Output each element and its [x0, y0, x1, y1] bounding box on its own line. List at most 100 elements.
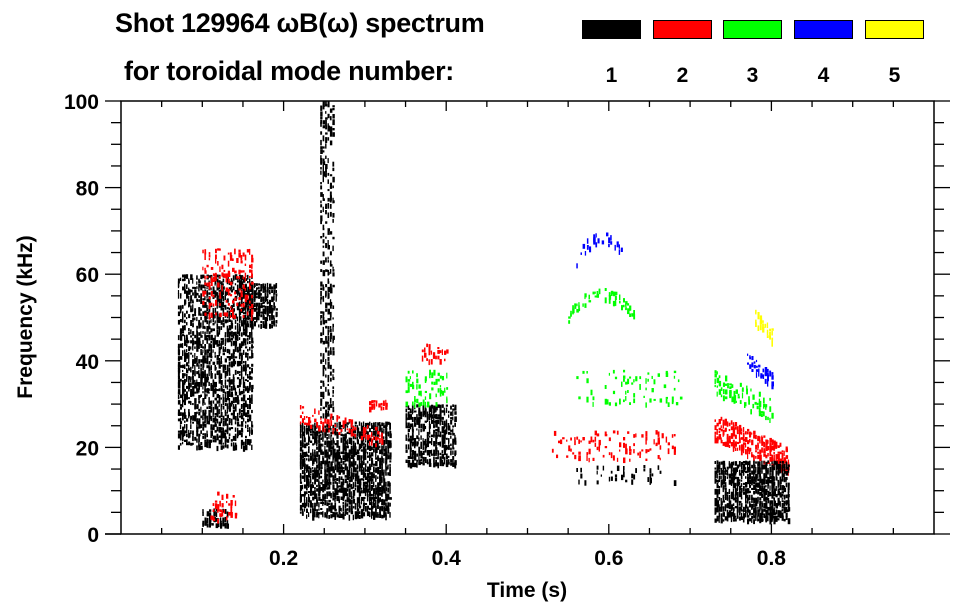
- spectral-mark: [327, 392, 330, 396]
- spectral-mark: [256, 289, 258, 292]
- spectral-mark: [418, 413, 421, 417]
- spectral-mark: [251, 296, 254, 301]
- spectral-mark: [247, 439, 250, 445]
- spectral-mark: [728, 504, 731, 510]
- spectral-mark: [725, 383, 728, 386]
- spectral-mark: [332, 245, 334, 252]
- spectral-mark: [299, 428, 302, 433]
- spectral-mark: [431, 372, 434, 378]
- spectral-mark: [249, 283, 252, 287]
- spectral-mark: [204, 373, 207, 380]
- spectral-mark: [360, 499, 362, 505]
- spectral-mark: [383, 469, 385, 474]
- spectral-mark: [385, 466, 388, 471]
- spectral-mark: [405, 417, 408, 421]
- spectral-mark: [258, 302, 260, 309]
- spectral-mark: [371, 446, 373, 451]
- spectral-mark: [273, 293, 275, 297]
- spectral-mark: [639, 451, 642, 455]
- spectral-mark: [437, 404, 440, 408]
- spectral-mark: [334, 494, 337, 500]
- spectral-mark: [210, 267, 214, 270]
- spectral-mark: [371, 442, 373, 446]
- spectral-mark: [777, 497, 780, 502]
- spectral-mark: [194, 292, 197, 299]
- spectral-mark: [414, 462, 417, 468]
- spectral-mark: [247, 376, 250, 379]
- spectral-mark: [210, 281, 213, 286]
- spectral-mark: [216, 433, 219, 439]
- spectral-mark: [238, 360, 242, 366]
- spectral-mark: [210, 278, 213, 282]
- spectral-mark: [238, 277, 241, 282]
- spectral-mark: [240, 303, 243, 307]
- spectral-mark: [771, 487, 774, 493]
- spectral-mark: [437, 414, 440, 417]
- spectral-mark: [614, 244, 616, 251]
- spectral-mark: [330, 440, 333, 446]
- spectral-mark: [196, 421, 199, 425]
- spectral-mark: [224, 346, 227, 352]
- spectral-mark: [212, 424, 215, 431]
- spectral-mark: [441, 426, 445, 430]
- spectral-mark: [742, 506, 745, 512]
- spectral-mark: [407, 428, 410, 432]
- spectral-mark: [580, 473, 583, 479]
- spectral-mark: [190, 299, 192, 304]
- spectral-mark: [432, 355, 436, 359]
- spectral-mark: [320, 417, 322, 420]
- spectral-mark: [188, 385, 191, 389]
- spectral-mark: [720, 518, 723, 524]
- spectral-mark: [765, 475, 768, 479]
- spectral-mark: [727, 383, 729, 389]
- spectral-mark: [753, 485, 756, 489]
- spectral-mark: [275, 295, 277, 301]
- spectral-mark: [192, 319, 194, 323]
- spectral-mark: [327, 326, 330, 330]
- spectral-mark: [226, 493, 229, 499]
- spectral-mark: [437, 434, 440, 437]
- spectral-mark: [204, 441, 207, 448]
- spectral-mark: [188, 355, 190, 359]
- spectral-mark: [651, 388, 654, 393]
- spectral-mark: [251, 429, 253, 434]
- spectral-mark: [439, 359, 442, 365]
- spectral-mark: [383, 488, 386, 494]
- spectral-mark: [354, 424, 357, 427]
- spectral-mark: [224, 364, 226, 371]
- spectral-mark: [757, 491, 759, 494]
- spectral-mark: [761, 482, 764, 486]
- spectral-mark: [411, 450, 414, 455]
- spectral-mark: [733, 399, 736, 404]
- spectral-mark: [726, 492, 729, 495]
- spectral-mark: [253, 298, 256, 302]
- spectral-mark: [220, 406, 222, 412]
- spectral-mark: [422, 428, 425, 432]
- spectral-mark: [383, 439, 386, 445]
- spectral-mark: [256, 302, 258, 307]
- spectral-mark: [258, 310, 261, 317]
- spectral-mark: [409, 441, 412, 447]
- spectral-mark: [418, 402, 421, 408]
- spectral-mark: [633, 398, 636, 404]
- spectral-mark: [742, 432, 745, 438]
- spectral-mark: [192, 415, 195, 421]
- spectral-mark: [236, 335, 239, 341]
- spectral-mark: [192, 307, 194, 312]
- spectral-mark: [344, 508, 347, 515]
- spectral-mark: [242, 315, 245, 319]
- spectral-mark: [224, 509, 227, 514]
- spectral-mark: [422, 447, 425, 450]
- spectral-mark: [186, 296, 189, 299]
- spectral-mark: [767, 380, 769, 387]
- spectral-mark: [244, 294, 248, 297]
- spectral-mark: [236, 421, 240, 427]
- spectral-mark: [420, 411, 423, 416]
- spectral-mark: [755, 312, 757, 315]
- spectral-mark: [320, 320, 322, 326]
- spectral-mark: [387, 421, 390, 425]
- spectral-mark: [251, 320, 254, 324]
- spectral-mark: [320, 407, 322, 411]
- spectral-mark: [354, 485, 357, 488]
- spectral-mark: [344, 421, 347, 424]
